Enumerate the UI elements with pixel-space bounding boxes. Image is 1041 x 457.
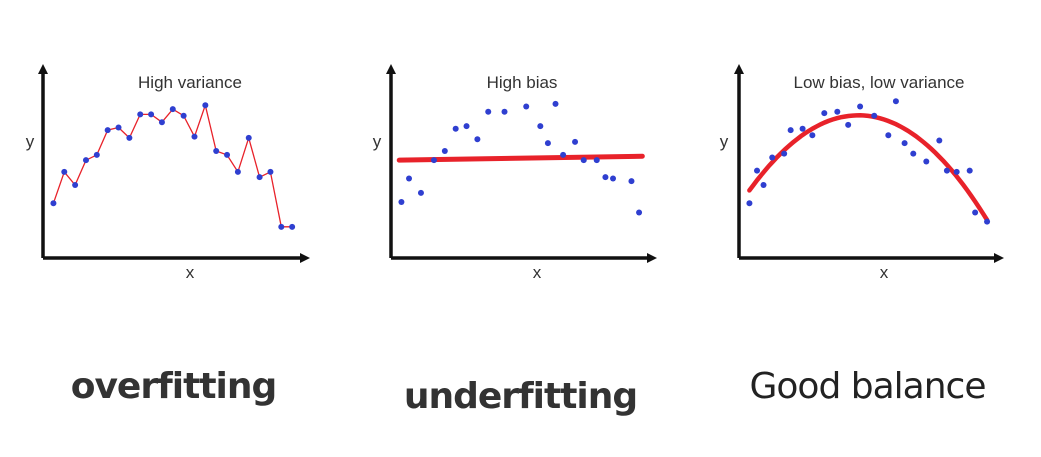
data-point <box>158 119 165 126</box>
data-point <box>901 140 908 147</box>
data-point <box>754 167 761 174</box>
data-point <box>441 148 448 154</box>
data-point <box>115 124 122 131</box>
y-axis-label: y <box>26 132 35 151</box>
data-point <box>885 132 892 139</box>
data-point <box>278 223 285 230</box>
data-point <box>636 209 643 216</box>
data-point <box>148 111 155 118</box>
data-point <box>72 182 79 188</box>
data-point <box>892 98 899 105</box>
data-point <box>966 167 973 174</box>
data-point <box>845 121 852 128</box>
data-point <box>82 157 89 164</box>
data-point <box>224 151 231 158</box>
panel-overfitting: High variance x y overfitting <box>0 0 347 457</box>
data-point <box>463 123 470 130</box>
data-point <box>452 125 459 132</box>
data-point <box>430 157 437 164</box>
data-point <box>267 168 274 175</box>
data-point <box>580 157 587 164</box>
data-point <box>552 100 559 107</box>
data-point <box>572 138 579 145</box>
data-point <box>602 174 609 181</box>
data-point <box>256 174 263 181</box>
data-point <box>943 167 950 174</box>
caption-underfitting: underfitting <box>403 376 638 417</box>
balanced-fit-curve <box>747 113 990 223</box>
panel-good-balance: Low bias, low variance x y Good balance <box>694 0 1041 457</box>
data-point <box>787 127 794 134</box>
data-point <box>245 134 252 141</box>
data-point <box>809 132 816 139</box>
data-point <box>936 137 943 144</box>
data-point <box>746 200 753 207</box>
x-axis-label: x <box>880 263 889 282</box>
data-point <box>406 175 413 182</box>
data-point <box>180 112 187 119</box>
data-point <box>544 140 551 147</box>
data-point <box>202 102 209 109</box>
data-point <box>910 150 917 157</box>
panel-underfitting: High bias x y underfitting <box>347 0 694 457</box>
data-point <box>593 157 600 164</box>
data-point <box>871 112 878 119</box>
data-point <box>398 199 405 205</box>
data-point <box>213 148 220 154</box>
underfit-line <box>396 153 645 163</box>
data-point <box>501 108 508 115</box>
data-point <box>560 151 567 158</box>
x-axis-label: x <box>533 263 542 282</box>
data-point <box>104 127 111 134</box>
chart-title: High bias <box>487 73 558 92</box>
data-point <box>50 200 57 207</box>
data-point <box>923 158 930 165</box>
data-point <box>610 175 617 182</box>
data-point <box>537 123 544 130</box>
data-point <box>953 168 960 175</box>
data-point <box>523 103 530 110</box>
caption-good-balance: Good balance <box>749 366 987 407</box>
x-axis-label: x <box>186 263 195 282</box>
data-point <box>857 103 864 110</box>
x-axis-arrow <box>647 253 657 263</box>
data-point <box>984 218 991 225</box>
data-point <box>474 136 481 143</box>
data-point <box>769 154 776 161</box>
x-axis-arrow <box>994 253 1004 263</box>
data-point <box>485 108 492 115</box>
data-point <box>834 108 841 115</box>
y-axis-label: y <box>373 132 382 151</box>
x-axis-arrow <box>300 253 310 263</box>
y-axis-arrow <box>734 64 744 74</box>
data-point <box>234 168 241 175</box>
data-point <box>126 134 133 141</box>
data-point <box>93 151 100 158</box>
data-point <box>628 178 635 185</box>
data-point <box>972 209 979 216</box>
data-point <box>781 150 788 157</box>
chart-underfitting: High bias x y <box>373 64 657 282</box>
chart-title: Low bias, low variance <box>793 73 964 92</box>
data-point <box>289 223 296 230</box>
chart-overfitting: High variance x y <box>26 64 310 282</box>
data-point <box>799 125 806 132</box>
data-point <box>760 182 767 188</box>
chart-title: High variance <box>138 73 242 92</box>
y-axis-arrow <box>386 64 396 74</box>
y-axis-label: y <box>720 132 729 151</box>
caption-overfitting: overfitting <box>70 366 278 407</box>
data-point <box>137 111 144 118</box>
data-point <box>169 106 176 113</box>
overfit-line <box>52 102 293 228</box>
data-point <box>61 168 68 175</box>
data-point <box>417 189 424 196</box>
data-point <box>191 133 198 140</box>
data-point <box>821 110 828 117</box>
y-axis-arrow <box>38 64 48 74</box>
chart-good-balance: Low bias, low variance x y <box>720 64 1004 282</box>
